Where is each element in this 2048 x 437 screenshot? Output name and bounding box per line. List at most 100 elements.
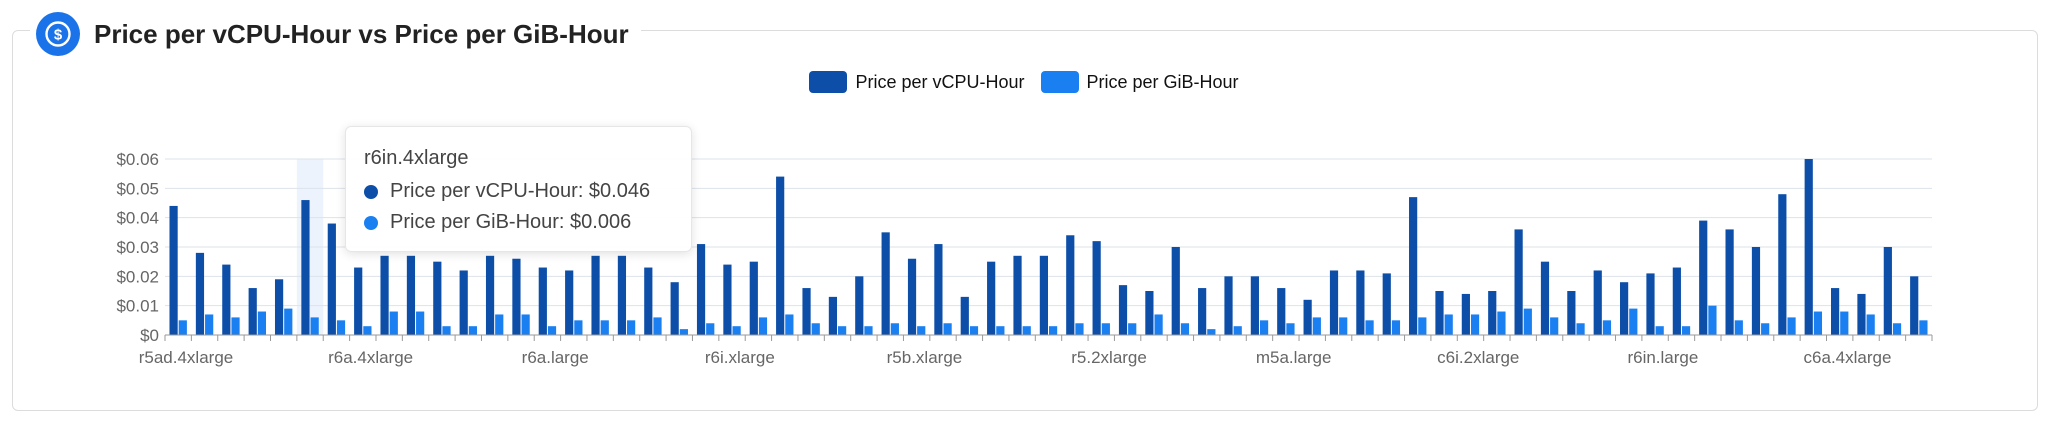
bar-gib [1655,326,1664,335]
tooltip-dot-vcpu [364,184,378,199]
bar-gib [574,320,583,335]
bar-vcpu [644,267,653,335]
bar-gib [1391,320,1401,335]
bar-vcpu [1646,273,1655,335]
bar-vcpu [1118,285,1128,335]
bar-vcpu [802,288,811,335]
bar-gib [1602,320,1612,335]
bar-gib [1101,323,1110,335]
bar-vcpu [1409,197,1418,335]
x-tick-label: r5ad.4xlarge [139,348,234,367]
bar-vcpu [670,282,679,335]
bar-gib [363,326,372,335]
bar-gib [811,323,820,335]
bar-gib [890,323,899,335]
bar-gib [1444,314,1453,335]
bar-gib [1075,323,1084,335]
chart-header: $ Price per vCPU-Hour vs Price per GiB-H… [30,10,641,58]
bar-vcpu [1857,293,1866,335]
bar-gib [1022,326,1031,335]
bar-gib [1339,317,1348,335]
bar-vcpu [934,244,943,335]
bar-gib [257,311,267,335]
bar-gib [1866,314,1875,335]
legend-item-vcpu[interactable]: Price per vCPU-Hour [809,71,1025,93]
bar-gib [1576,323,1585,335]
bar-gib [627,320,636,335]
bar-vcpu [1066,235,1075,335]
bar-gib [1154,314,1163,335]
bar-vcpu [1778,194,1787,335]
legend-item-gib[interactable]: Price per GiB-Hour [1040,71,1239,93]
bar-vcpu [1830,288,1840,335]
tooltip-dot-gib [364,215,378,230]
bar-vcpu [617,255,627,335]
bar-gib [310,317,319,335]
bar-gib [178,320,187,335]
x-tick-label: r6a.large [522,348,589,367]
bar-gib [653,317,662,335]
bar-gib [838,326,847,335]
bar-vcpu [828,296,838,335]
bar-gib [943,323,952,335]
bar-gib [1761,323,1770,335]
bar-vcpu [195,252,205,335]
bar-vcpu [1250,276,1259,335]
bar-gib [1259,320,1269,335]
svg-text:$: $ [54,27,63,44]
bar-gib [1681,326,1691,335]
x-tick-label: r5.2xlarge [1071,348,1147,367]
tooltip-row-vcpu: Price per vCPU-Hour: $0.046 [364,180,673,203]
bar-vcpu [696,244,706,335]
bar-vcpu [1303,299,1312,335]
bar-vcpu [248,288,257,335]
bar-gib [1497,311,1506,335]
bar-gib [1312,317,1321,335]
bar-gib [389,311,398,335]
bar-gib [1840,311,1849,335]
bar-vcpu [1145,291,1154,335]
bar-vcpu [1382,273,1391,335]
bar-vcpu [1751,247,1761,335]
bar-vcpu [1171,247,1180,335]
bar-vcpu [1514,229,1523,335]
legend-label-vcpu: Price per vCPU-Hour [855,71,1025,92]
bar-gib [758,317,768,335]
bar-gib [785,314,794,335]
bar-vcpu [327,223,336,335]
bar-gib [1365,320,1374,335]
bar-gib [1787,317,1796,335]
x-tick-label: r6a.4xlarge [328,348,413,367]
bar-gib [1233,326,1242,335]
bar-gib [1919,320,1928,335]
bar-vcpu [433,261,442,335]
bar-vcpu [406,255,416,335]
chart-title: Price per vCPU-Hour vs Price per GiB-Hou… [94,18,629,49]
bar-vcpu [169,205,178,335]
bar-vcpu [907,258,917,335]
bar-vcpu [1277,288,1286,335]
bar-vcpu [1672,267,1681,335]
legend-label-gib: Price per GiB-Hour [1086,71,1239,92]
chart-tooltip: r6in.4xlarge Price per vCPU-Hour: $0.046… [345,126,692,252]
tooltip-value-gib: Price per GiB-Hour: $0.006 [390,211,632,233]
bar-gib [468,326,477,335]
bar-vcpu [1435,291,1444,335]
bar-gib [1550,317,1559,335]
bar-gib [231,317,240,335]
bar-vcpu [1329,270,1339,335]
bar-vcpu [1593,270,1602,335]
bar-gib [864,326,873,335]
bar-vcpu [485,255,495,335]
bar-vcpu [1461,293,1470,335]
tooltip-title: r6in.4xlarge [364,147,469,169]
bar-vcpu [222,264,231,335]
y-tick-label: $0.01 [116,297,159,316]
bar-vcpu [1910,276,1919,335]
bar-vcpu [1567,291,1576,335]
bar-vcpu [960,296,969,335]
bar-gib [1629,308,1638,335]
y-tick-label: $0.02 [116,267,159,286]
bar-gib [732,326,741,335]
